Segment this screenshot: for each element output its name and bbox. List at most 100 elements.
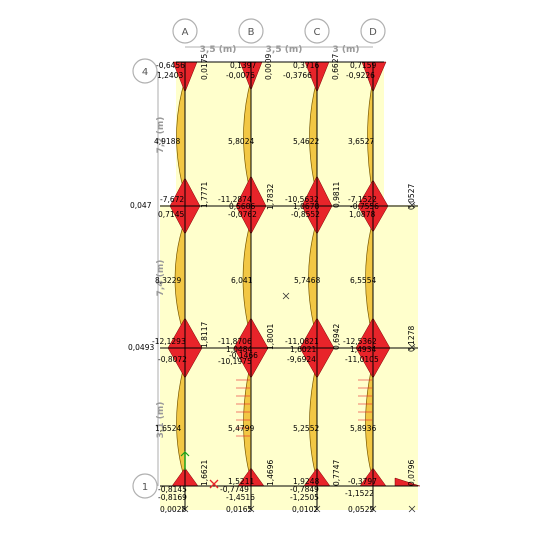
moment-value: 0,0175 <box>200 54 209 80</box>
moment-value: 1,9248 <box>293 477 319 486</box>
moment-value: -0,6456 <box>156 61 185 70</box>
moment-value: -0,8072 <box>158 355 187 364</box>
moment-value: -10,5632 <box>285 195 319 204</box>
grid-label-D: D <box>369 27 377 38</box>
moment-value: 1,7832 <box>266 184 275 210</box>
moment-value: 3,6527 <box>348 137 374 146</box>
moment-value: 0,0527 <box>407 184 416 210</box>
moment-value: -7,1522 <box>348 195 377 204</box>
grid-label-4: 4 <box>142 67 148 78</box>
moment-value: 0,0529 <box>348 505 374 514</box>
moment-value: 1,8001 <box>266 324 275 350</box>
moment-value: 1,0484 <box>226 345 252 354</box>
span-label-bottom-vertical: 3,1 (m) <box>156 402 166 439</box>
moment-value: -0,8145 <box>158 485 187 494</box>
moment-value: -0,0076 <box>226 71 255 80</box>
moment-value: -0,0762 <box>228 210 257 219</box>
moment-value: -11,0821 <box>285 337 319 346</box>
slab-region-top <box>176 62 384 208</box>
grid-label-C: C <box>314 27 321 38</box>
moment-value: 1,0878 <box>349 210 375 219</box>
moment-value: 5,2552 <box>293 424 319 433</box>
moment-value: 0,0009 <box>264 54 273 80</box>
moment-value: 1,2403 <box>157 71 183 80</box>
moment-value: -0,3797 <box>348 477 377 486</box>
moment-value: 0,7747 <box>332 460 341 486</box>
moment-value: 0,6627 <box>331 54 340 80</box>
moment-value: 5,8936 <box>350 424 376 433</box>
moment-value: -0,7556 <box>350 202 379 211</box>
grid-label-B: B <box>248 27 255 38</box>
moment-value: 4,9188 <box>154 137 180 146</box>
span-label-AB: 3,5 (m) <box>200 45 237 55</box>
moment-value: 0,3716 <box>293 61 319 70</box>
moment-value: 0,047 <box>130 201 152 210</box>
grid-bubble-1[interactable]: 1 <box>132 473 158 499</box>
moment-value: -0,7749 <box>220 485 249 494</box>
moment-value: 1,7771 <box>200 182 209 208</box>
moment-value: -1,2505 <box>290 493 319 502</box>
moment-value: -11,2874 <box>218 195 252 204</box>
moment-value: 1,8117 <box>200 322 209 348</box>
moment-value: 1,6621 <box>200 460 209 486</box>
moment-value: 1,6524 <box>155 424 181 433</box>
moment-value: 5,4799 <box>228 424 254 433</box>
moment-value: -1,4516 <box>226 493 255 502</box>
moment-value: -11,8706 <box>218 337 252 346</box>
moment-value: -10,1975 <box>218 357 252 366</box>
moment-value: 5,8024 <box>228 137 254 146</box>
moment-value: -0,1466 <box>229 351 258 360</box>
moment-value: 6,041 <box>231 276 253 285</box>
moment-value: 0,5686 <box>229 202 255 211</box>
moment-value: 1,6021 <box>290 345 316 354</box>
span-label-BC: 3,5 (m) <box>266 45 303 55</box>
support-markers <box>181 201 416 513</box>
grid-label-1: 1 <box>142 482 148 493</box>
moment-value: -12,1293 <box>152 337 186 346</box>
moment-value: 6,5554 <box>350 276 376 285</box>
grid-bubble-D[interactable]: D <box>360 18 386 44</box>
moment-value-labels: -0,6456 1,2403 0,0175 0,1397 -0,0076 0,0… <box>128 54 416 514</box>
frame-members <box>160 61 418 510</box>
moment-value: 0,0796 <box>407 460 416 486</box>
grid-bubble-A[interactable]: A <box>172 18 198 44</box>
moment-value: 0,0028 <box>160 505 186 514</box>
moment-value: 1,5211 <box>228 477 254 486</box>
moment-value: 1,4696 <box>266 460 275 486</box>
span-label-mid-vertical: 7,4 (m) <box>156 260 166 297</box>
moment-value: 0,1397 <box>230 61 256 70</box>
moment-value: 0,0102 <box>292 505 318 514</box>
moment-value: -9,6924 <box>287 355 316 364</box>
moment-value: -0,8552 <box>291 210 320 219</box>
moment-value: -1,1522 <box>345 489 374 498</box>
span-label-top-vertical: 7,2 (m) <box>156 117 166 154</box>
moment-value: 1,4934 <box>350 345 376 354</box>
moment-value: 1,0678 <box>293 202 319 211</box>
moment-value: -12,5362 <box>343 337 377 346</box>
grid-bubble-4[interactable]: 4 <box>132 58 158 84</box>
moment-value: 5,4622 <box>293 137 319 146</box>
moment-value: 5,7468 <box>294 276 320 285</box>
moment-value: 0,1278 <box>407 326 416 352</box>
moment-value: 0,0165 <box>226 505 252 514</box>
hatch-strips <box>236 379 372 437</box>
grid-label-A: A <box>182 27 189 38</box>
moment-value: -0,8169 <box>158 493 187 502</box>
grid-bubble-C[interactable]: C <box>304 18 330 44</box>
moment-value: 0,6942 <box>332 324 341 350</box>
moment-value: -0,7849 <box>290 485 319 494</box>
moment-value: -11,0105 <box>345 355 379 364</box>
moment-value: 0,9811 <box>332 182 341 208</box>
moment-value: 0,7159 <box>350 61 376 70</box>
moment-value: 0,0493 <box>128 343 154 352</box>
span-label-CD: 3 (m) <box>333 45 360 55</box>
moment-value: 0,7145 <box>158 210 184 219</box>
origin-marker <box>180 451 219 489</box>
moment-value: -7,672 <box>160 195 184 204</box>
grid-bubble-B[interactable]: B <box>238 18 264 44</box>
moment-value: -0,3766 <box>283 71 312 80</box>
moment-value: 8,3229 <box>155 276 181 285</box>
dimension-lines <box>157 46 373 486</box>
moment-value: -0,9226 <box>346 71 375 80</box>
